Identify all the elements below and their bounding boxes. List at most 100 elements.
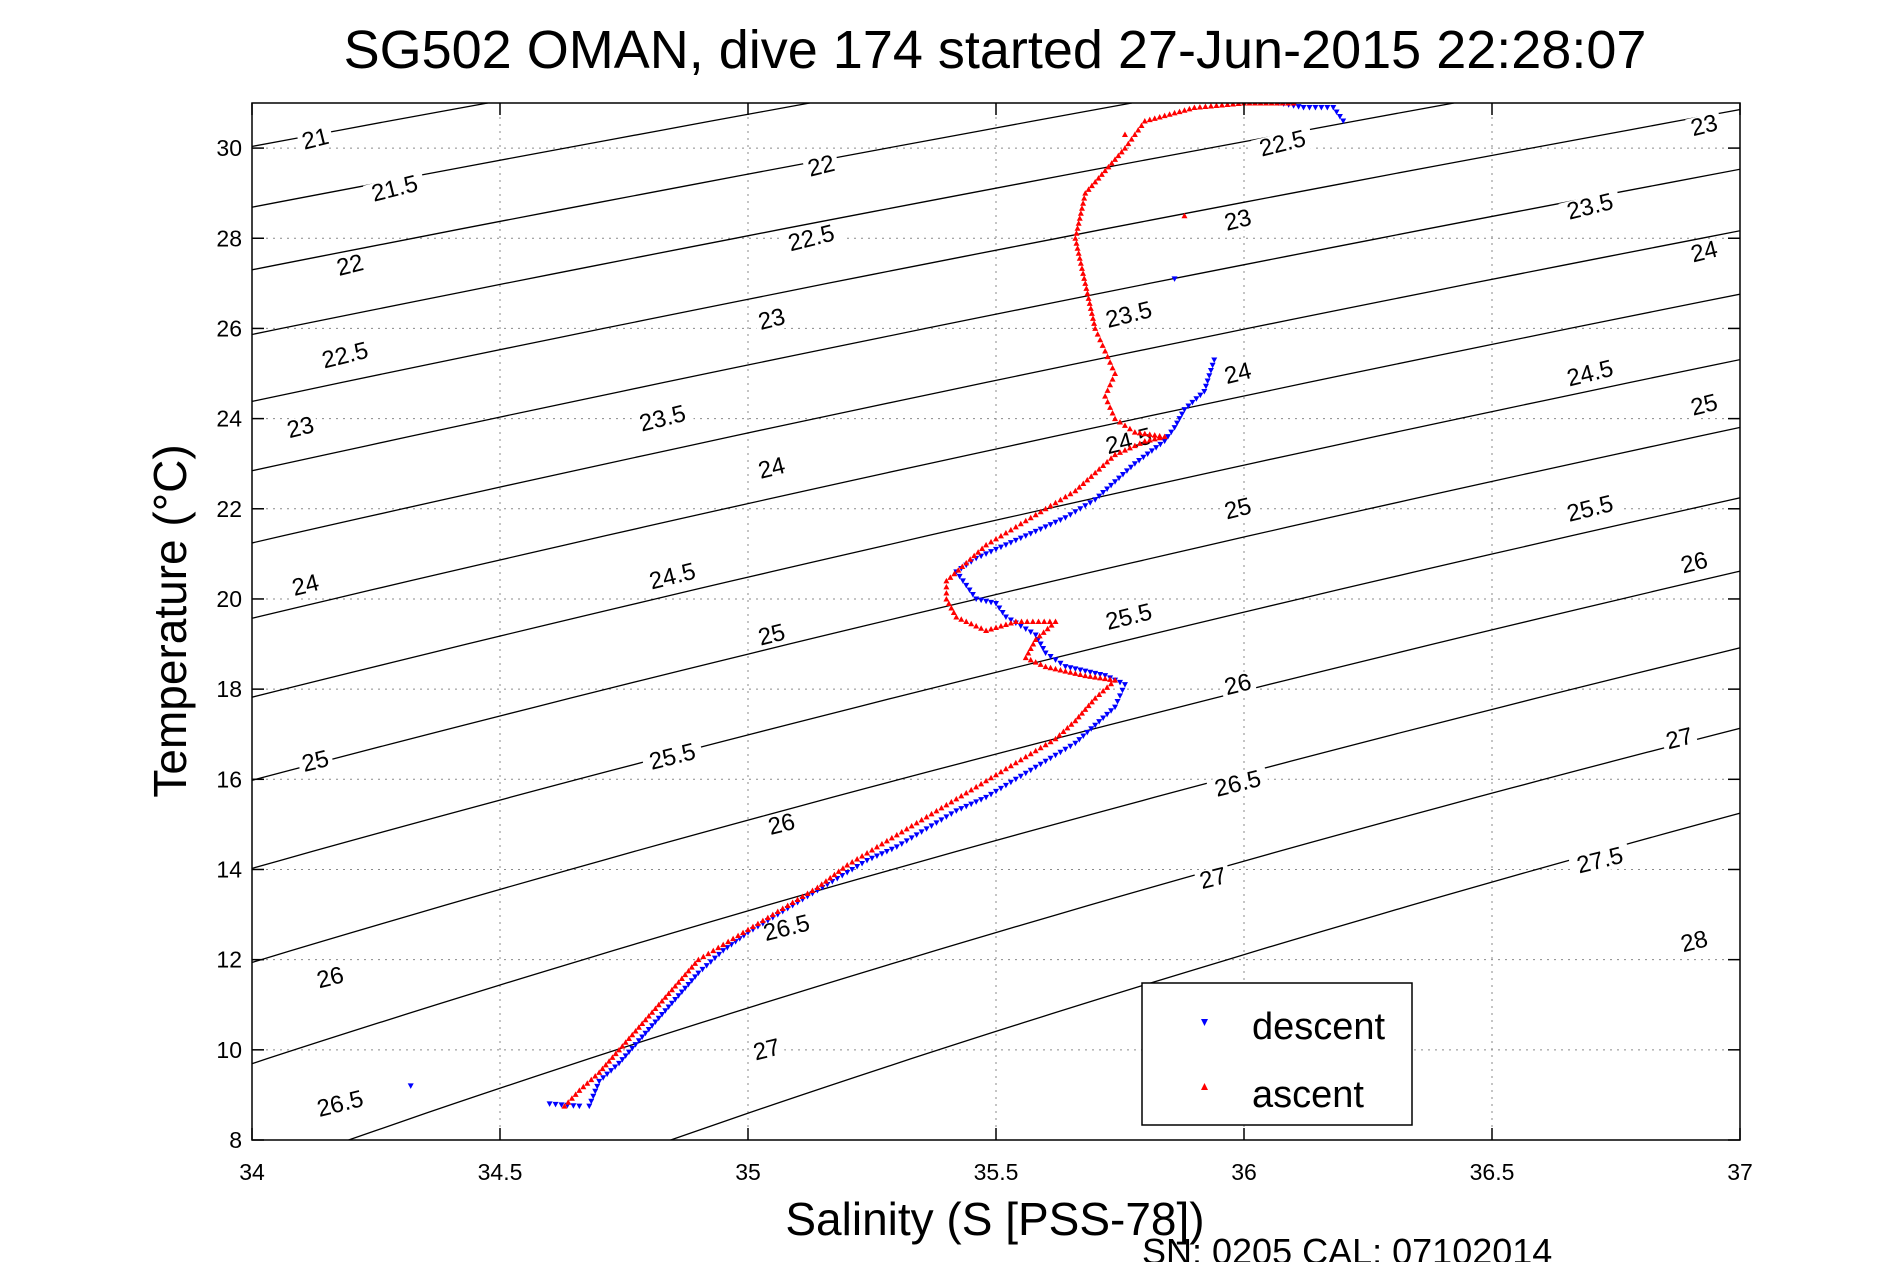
ascent-point: [561, 1103, 568, 1109]
ascent-point: [968, 620, 975, 627]
isopycnal-label: 22: [802, 150, 841, 183]
descent-point: [1164, 434, 1171, 440]
descent-point: [662, 1008, 669, 1014]
descent-point: [625, 1049, 632, 1056]
ascent-point: [1072, 670, 1079, 676]
isopycnal-label-text: 25: [755, 619, 787, 652]
ascent-point: [943, 589, 950, 596]
ascent-point: [993, 535, 999, 542]
descent-point: [682, 985, 689, 992]
descent-point: [1123, 468, 1130, 474]
ascent-point: [1121, 131, 1128, 138]
ascent-point: [1096, 466, 1103, 472]
y-tick-label: 22: [216, 496, 242, 522]
descent-point: [1168, 429, 1175, 436]
ascent-point: [619, 1043, 626, 1049]
descent-point: [1171, 425, 1178, 431]
ascent-point: [1235, 103, 1242, 107]
descent-point: [594, 1083, 601, 1090]
descent-point: [983, 598, 990, 605]
ascent-point: [1022, 654, 1029, 661]
ascent-point: [682, 971, 689, 978]
isopycnal-label-text: 24: [1222, 357, 1254, 390]
isopycnal-line: [252, 103, 1455, 336]
ascent-point: [1176, 108, 1183, 115]
descent-point: [1067, 512, 1074, 518]
descent-point: [622, 1053, 629, 1059]
descent-point: [1171, 276, 1178, 282]
ascent-point: [1099, 342, 1106, 348]
ascent-point: [943, 577, 950, 584]
descent-point: [1100, 715, 1107, 721]
legend: descent ascent: [1141, 982, 1413, 1126]
descent-point: [1032, 632, 1039, 639]
ascent-point: [584, 1080, 591, 1086]
ascent-point: [692, 960, 699, 966]
y-tick-label: 26: [216, 315, 242, 341]
descent-point: [1340, 118, 1347, 125]
isopycnal-label-text: 22: [334, 249, 366, 282]
ascent-point: [1151, 115, 1158, 121]
isopycnal-label-backdrop: [1206, 766, 1270, 803]
descent-point: [963, 582, 970, 589]
y-tick-label: 28: [216, 225, 242, 251]
descent-point: [1206, 373, 1213, 379]
ascent-point: [1042, 505, 1049, 512]
descent-point: [913, 832, 920, 838]
descent-point: [997, 785, 1004, 792]
ascent-point: [635, 1024, 642, 1030]
x-tick-label: 35.5: [974, 1159, 1019, 1185]
descent-point: [642, 1030, 649, 1037]
descent-point: [1097, 671, 1104, 678]
isopycnal-label: 25: [1218, 493, 1258, 525]
isopycnal-label-text: 23: [755, 303, 787, 336]
descent-point: [1080, 733, 1087, 740]
ascent-point: [1121, 422, 1128, 428]
descent-point: [1032, 528, 1039, 535]
ascent-point: [1074, 245, 1081, 251]
ascent-point: [878, 840, 885, 847]
isopycnal-line: [670, 812, 1740, 1140]
ascent-point: [1105, 163, 1112, 170]
descent-point: [1047, 653, 1054, 660]
isopycnal-label-backdrop: [1660, 724, 1699, 755]
ascent-point: [705, 950, 712, 957]
ascent-point: [789, 899, 796, 906]
ascent-point: [672, 982, 679, 989]
isopycnal-label-backdrop: [1558, 491, 1623, 528]
descent-point: [1136, 457, 1143, 464]
ascent-point: [1075, 713, 1082, 720]
descent-point: [1027, 531, 1034, 537]
ascent-point: [1086, 300, 1093, 306]
ascent-point: [1128, 136, 1135, 142]
descent-point: [1114, 699, 1121, 705]
ascent-point: [1084, 290, 1091, 296]
descent-point: [1140, 454, 1147, 461]
isopycnal-label: 23: [752, 303, 791, 336]
descent-point: [1076, 737, 1083, 743]
descent-point: [1104, 486, 1111, 492]
descent-point: [639, 1034, 646, 1041]
ascent-point: [948, 604, 955, 611]
isopycnal-label: 25: [1685, 389, 1724, 422]
descent-point: [873, 853, 880, 859]
ascent-point: [1076, 215, 1083, 221]
ascent-point: [923, 813, 930, 820]
x-tick-labels: 34 34.5 35 35.5 36 36.5 37: [239, 1159, 1753, 1185]
descent-point: [629, 1045, 636, 1052]
ascent-point: [592, 1072, 599, 1079]
descent-point: [923, 826, 930, 832]
ascent-point: [1151, 435, 1158, 442]
descent-point: [844, 869, 851, 876]
isopycnal-label-text: 24: [289, 569, 321, 602]
ascent-point: [1078, 205, 1085, 211]
isopycnal-label-backdrop: [747, 1035, 786, 1066]
ascent-point: [1112, 156, 1119, 162]
ascent-point: [1092, 674, 1099, 680]
ascent-point: [988, 626, 995, 632]
isopycnal-label: 24: [752, 452, 791, 485]
y-axis-label: Temperature (°C): [144, 444, 196, 797]
descent-point: [918, 829, 925, 835]
isopycnal-label-text: 27: [1663, 723, 1695, 756]
isopycnal-label-backdrop: [296, 124, 335, 155]
